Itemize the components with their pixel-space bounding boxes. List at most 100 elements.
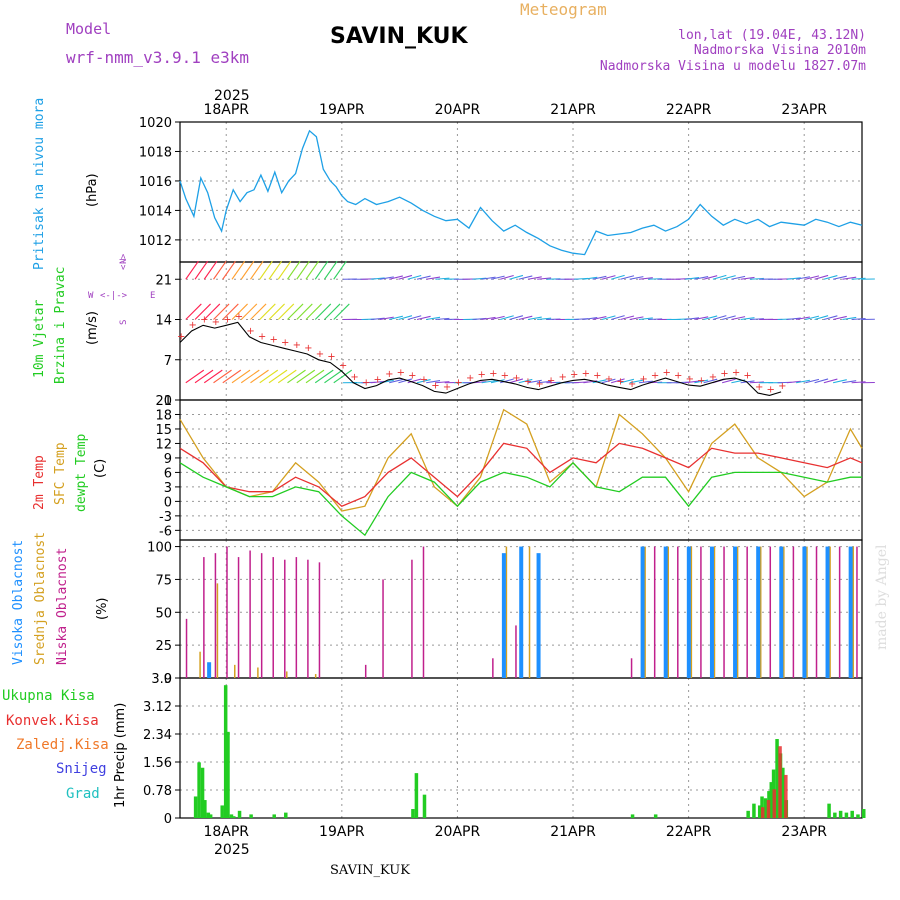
cloud-bar-0 <box>677 546 679 678</box>
wind-arrow <box>296 303 313 320</box>
precip-bar-0 <box>775 739 779 818</box>
cloud-bar-0 <box>856 546 858 678</box>
wind-arrow <box>240 303 258 320</box>
wind-arrow <box>620 275 635 280</box>
wind-arrow <box>694 379 709 384</box>
wind-arrow <box>333 260 347 280</box>
precip-bar-0 <box>237 810 242 818</box>
wind-gust-marker: + <box>443 382 451 393</box>
wind-arrow <box>518 315 533 321</box>
wind-arrow <box>213 260 227 280</box>
wind-tick-label: 7 <box>164 354 172 369</box>
wind-arrow <box>314 303 332 320</box>
cloud-bar-0 <box>769 546 772 678</box>
wind-arrow <box>240 369 260 384</box>
wind-gust-marker: + <box>755 382 763 393</box>
wind-arrow <box>500 315 514 321</box>
precip-panel-frame <box>179 677 863 819</box>
wind-arrow <box>250 303 267 320</box>
wind-gust-marker: + <box>362 378 370 389</box>
wind-arrow <box>592 379 607 384</box>
wind-arrow <box>509 378 524 384</box>
cloud-bar-0 <box>364 664 367 678</box>
temp-tick-label: 18 <box>155 408 172 423</box>
wind-arrow <box>389 275 403 280</box>
precip-label-3: Zaledj.Kisa <box>16 737 109 753</box>
wind-gust-marker: + <box>720 368 728 379</box>
wind-gust-marker: + <box>269 334 277 345</box>
wind-arrow <box>305 260 320 280</box>
wind-arrow <box>592 275 607 280</box>
precip-label-1: Ukupna Kisa <box>2 688 95 704</box>
wind-arrow <box>749 318 764 321</box>
precip-bar-0 <box>781 767 785 818</box>
cloud-unit: (%) <box>95 598 110 621</box>
wind-gust-marker: + <box>582 368 590 379</box>
wind-arrow <box>314 369 334 384</box>
precip-bar-0 <box>249 814 253 818</box>
wind-arrow <box>324 303 341 320</box>
precip-tick-label: 2.34 <box>143 728 172 743</box>
precip-tick-label: 0 <box>164 812 172 827</box>
wind-arrow <box>814 274 829 280</box>
model-name: wrf-nmm_v3.9.1 e3km <box>66 48 249 67</box>
cloud-label-3: Niska Oblacnost <box>55 548 70 665</box>
cloud-bar-0 <box>318 562 321 678</box>
wind-arrow <box>194 369 214 384</box>
cloud-bar-0 <box>203 557 205 678</box>
wind-arrow <box>305 369 325 384</box>
compass-north: N <box>119 259 129 264</box>
wind-tick-label: 0 <box>164 394 172 409</box>
precip-bar-1 <box>766 800 771 818</box>
wind-arrow <box>222 369 242 384</box>
wind-arrow <box>694 275 709 280</box>
cloud-bar-0 <box>185 618 188 678</box>
wind-arrow <box>435 317 450 321</box>
cloud-bar-2 <box>519 546 524 678</box>
wind-gust-marker: + <box>489 368 497 379</box>
wind-gust-marker: + <box>212 317 220 328</box>
wind-arrow <box>240 260 255 280</box>
cloud-bar-1 <box>286 671 288 678</box>
precip-bar-0 <box>193 796 198 818</box>
wind-arrow <box>435 277 450 280</box>
cloud-bar-2 <box>825 546 830 678</box>
wind-arrow <box>685 317 700 321</box>
wind-arrow <box>379 276 394 280</box>
cloud-bar-1 <box>783 546 785 678</box>
wind-arrow <box>277 303 295 320</box>
cloud-bar-0 <box>260 553 263 678</box>
wind-arrow <box>832 379 847 384</box>
wind-arrow <box>185 303 202 320</box>
wind-gust-marker: + <box>420 375 428 386</box>
cloud-bar-0 <box>792 546 795 678</box>
cloud-bar-0 <box>700 546 702 678</box>
cloud-bar-2 <box>802 546 807 678</box>
wind-arrow <box>796 316 810 321</box>
cloud-bar-1 <box>806 546 808 678</box>
precip-bar-0 <box>229 814 234 818</box>
day-label-top-4: 22APR <box>666 102 712 118</box>
cloud-tick-label: 25 <box>155 639 172 654</box>
wind-gust-marker: + <box>281 337 289 348</box>
svg-text:<-|->: <-|-> <box>100 291 128 301</box>
precip-bar-1 <box>778 746 782 818</box>
wind-arrow <box>324 260 338 280</box>
precip-unit: 1hr Precip (mm) <box>113 703 128 808</box>
wind-arrow <box>611 274 625 280</box>
wind-gust-marker: + <box>374 375 382 386</box>
wind-arrow <box>500 274 514 280</box>
day-label-top-3: 21APR <box>550 102 596 118</box>
wind-arrow <box>370 380 385 384</box>
year-label-bottom: 2025 <box>214 842 250 858</box>
temp-label-2: SFC Temp <box>53 442 68 505</box>
wind-arrow <box>268 369 288 384</box>
precip-tick-label: 3.12 <box>143 700 172 715</box>
cloud-bar-2 <box>848 546 853 678</box>
wind-arrow <box>537 317 552 321</box>
lonlat-label: lon,lat (19.04E, 43.12N) <box>678 28 866 43</box>
cloud-bar-0 <box>226 546 228 678</box>
precip-bar-0 <box>763 798 768 818</box>
precip-bar-0 <box>197 762 201 818</box>
wind-arrow <box>222 303 239 320</box>
